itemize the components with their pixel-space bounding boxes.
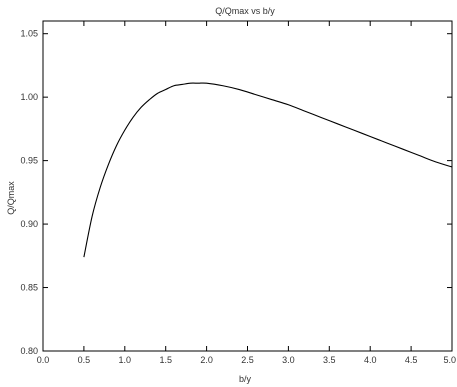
y-axis-ticks: 0.80 0.85 0.90 0.95 1.00 1.05 <box>20 29 452 356</box>
x-tick-label: 1.0 <box>119 355 132 365</box>
x-tick-label: 2.0 <box>200 355 213 365</box>
chart-title: Q/Qmax vs b/y <box>215 6 275 16</box>
x-tick-label: 0.5 <box>78 355 91 365</box>
y-axis-label: Q/Qmax <box>6 181 16 215</box>
y-tick-label: 0.95 <box>20 156 38 166</box>
plot-area <box>42 20 453 352</box>
y-tick-label: 0.80 <box>20 346 38 356</box>
y-tick-label: 1.05 <box>20 29 38 39</box>
plot-frame <box>42 20 453 352</box>
x-tick-label: 3.5 <box>323 355 336 365</box>
x-tick-label: 0.0 <box>37 355 50 365</box>
x-tick-label: 5.0 <box>443 355 456 365</box>
y-tick-label: 1.00 <box>20 92 38 102</box>
x-axis-ticks: 0.0 0.5 1.0 1.5 2.0 2.5 3.0 3.5 4.0 4.5 5.0 <box>37 21 456 365</box>
y-tick-label: 0.90 <box>20 219 38 229</box>
x-tick-label: 1.5 <box>159 355 172 365</box>
x-tick-label: 4.0 <box>364 355 377 365</box>
y-tick-label: 0.85 <box>20 283 38 293</box>
x-tick-label: 3.0 <box>282 355 295 365</box>
x-tick-label: 4.5 <box>405 355 418 365</box>
x-axis-label: b/y <box>239 374 252 384</box>
series-layer <box>83 82 453 258</box>
x-tick-label: 2.5 <box>241 355 254 365</box>
series-line <box>83 82 453 258</box>
